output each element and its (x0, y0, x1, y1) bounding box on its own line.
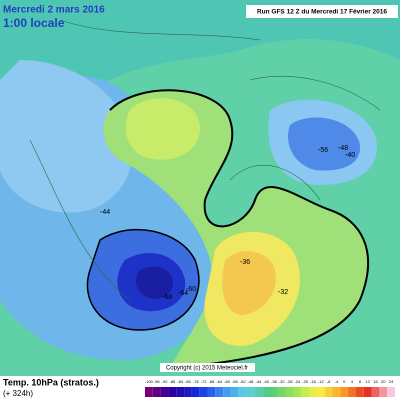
legend-label: -48 (248, 379, 255, 384)
run-box (246, 5, 398, 18)
run: Run GFS 12 Z du Mercredi 17 Février 2016 (257, 9, 387, 16)
legend-swatch (270, 387, 278, 397)
legend-label: -28 (287, 379, 294, 384)
legend-swatch (309, 387, 317, 397)
legend-swatch (379, 387, 388, 397)
legend-swatch (301, 387, 310, 397)
legend: -100 -96 -92 -88 -84 -80 -76 -72 -68 -64 -60 -56 -52… (145, 379, 395, 397)
copyright-box (160, 363, 255, 372)
legend-swatch (387, 387, 395, 397)
zone-warm-north (125, 98, 200, 160)
zone-core-deep (135, 266, 173, 299)
legend-label: -100 (145, 379, 154, 384)
legend-swatch (238, 387, 247, 397)
zone-cool (0, 60, 133, 213)
contour-label: -40 (345, 152, 355, 159)
coastlines (29, 19, 381, 301)
legend-swatch (293, 387, 302, 397)
contour-label: -60 (186, 286, 196, 293)
legend-label: -52 (240, 379, 247, 384)
legend-label: 20 (381, 379, 386, 384)
time: 1:00 locale (3, 16, 65, 30)
contour-label: -48 (338, 145, 348, 152)
legend-label: -32 (279, 379, 286, 384)
legend-label: -84 (177, 379, 184, 384)
legend-label: 12 (365, 379, 370, 384)
legend-swatch (184, 387, 192, 397)
legend-swatch (355, 387, 364, 397)
legend-swatch (316, 387, 325, 397)
legend-swatch (246, 387, 255, 397)
footer-lead: (+ 324h) (3, 389, 33, 398)
copyright: Copyright (c) 2015 Meteociel.fr (166, 366, 248, 372)
legend-label: -60 (224, 379, 231, 384)
zone-cold-ne-core (287, 117, 361, 171)
legend-swatch (230, 387, 239, 397)
legend-label: -40 (263, 379, 270, 384)
legend-swatch (207, 387, 216, 397)
legend-label: -92 (162, 379, 169, 384)
legend-swatch (176, 387, 185, 397)
legend-swatch (215, 387, 224, 397)
legend-label: -68 (209, 379, 216, 384)
legend-swatch (277, 387, 286, 397)
legend-swatch (340, 387, 349, 397)
legend-swatch (223, 387, 231, 397)
legend-label: -12 (318, 379, 325, 384)
legend-label: 4 (351, 379, 354, 384)
legend-swatch (160, 387, 169, 397)
legend-label: -88 (169, 379, 176, 384)
contour-label: -32 (278, 289, 288, 296)
legend-swatch (363, 387, 372, 397)
contour-label: -36 (240, 259, 250, 266)
date: Mercredi 2 mars 2016 (3, 5, 105, 16)
legend-swatch (348, 387, 356, 397)
zone-warm (103, 90, 369, 368)
legend-label: -8 (327, 379, 331, 384)
legend-label: -80 (185, 379, 192, 384)
footer-title: Temp. 10hPa (stratos.) (3, 377, 99, 387)
contour-label: -44 (100, 209, 110, 216)
legend-label: -56 (232, 379, 239, 384)
legend-label: 8 (359, 379, 362, 384)
legend-swatch (199, 387, 208, 397)
legend-label: 24 (389, 379, 394, 384)
contour-label: -56 (318, 147, 328, 154)
zone-orange (222, 251, 276, 315)
legend-swatch (324, 387, 333, 397)
legend-swatch (145, 387, 153, 397)
legend-label: -16 (310, 379, 317, 384)
legend-label: -64 (216, 379, 223, 384)
legend-swatch (371, 387, 380, 397)
contour-labels: -68 -64 -60 -56 -48 -36 -32 -44 -40 (100, 145, 355, 301)
legend-swatch (285, 387, 294, 397)
legend-swatch (152, 387, 161, 397)
legend-label: -72 (201, 379, 208, 384)
legend-swatch (191, 387, 200, 397)
legend-label: -4 (335, 379, 339, 384)
contour-cold (86, 228, 200, 331)
legend-label: -36 (271, 379, 278, 384)
contour-label: -68 (162, 294, 172, 301)
legend-swatch (332, 387, 341, 397)
legend-label: -76 (193, 379, 200, 384)
legend-swatch (168, 387, 177, 397)
contour-bold (109, 89, 369, 369)
legend-label: -44 (255, 379, 262, 384)
legend-label: -24 (294, 379, 301, 384)
contour-label: -64 (178, 290, 188, 297)
legend-label: -96 (154, 379, 161, 384)
legend-swatch (262, 387, 270, 397)
zone-teal (0, 0, 400, 120)
legend-label: 16 (373, 379, 378, 384)
legend-swatch (254, 387, 263, 397)
legend-label: -20 (302, 379, 309, 384)
legend-label: 0 (343, 379, 346, 384)
